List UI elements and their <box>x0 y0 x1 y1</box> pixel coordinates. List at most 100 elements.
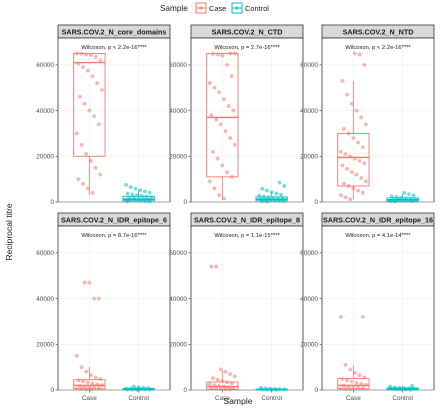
data-point <box>81 181 85 186</box>
panel-background <box>321 225 435 391</box>
data-point <box>84 387 89 392</box>
data-point <box>79 365 84 370</box>
data-point <box>87 108 92 113</box>
data-point <box>345 166 349 171</box>
panel-2: SARS.COV.2_N_CTD 0 20000 40000 60000 Wilcoxon… <box>169 24 304 206</box>
data-point <box>346 184 351 188</box>
data-point <box>139 193 144 198</box>
data-point <box>143 199 147 203</box>
y-tick-label: 40000 <box>169 296 187 303</box>
data-point <box>147 387 152 392</box>
y-tick-label: 60000 <box>300 62 318 69</box>
data-point <box>411 193 416 198</box>
data-point <box>130 192 135 197</box>
data-point <box>356 188 360 193</box>
x-tick-label: Case <box>215 395 230 402</box>
wilcoxon-annotation: Wilcoxon, p < 2.2e-16**** <box>81 45 147 51</box>
data-point <box>214 264 218 269</box>
data-point <box>265 188 269 193</box>
data-point <box>345 92 349 97</box>
data-point <box>351 186 356 191</box>
data-point <box>82 384 87 389</box>
x-axis-title: Sample <box>223 396 252 406</box>
data-point <box>349 170 354 175</box>
data-point <box>346 384 351 389</box>
data-point <box>74 131 79 136</box>
y-tick-label: 60000 <box>300 250 318 257</box>
data-point <box>233 142 237 147</box>
data-point <box>212 383 217 388</box>
data-point <box>93 375 98 380</box>
legend-key-control-dot <box>235 6 239 10</box>
points-case <box>74 51 104 195</box>
legend-label-control: Control <box>245 4 269 13</box>
data-point <box>343 152 348 156</box>
data-point <box>135 193 139 198</box>
data-point <box>277 180 282 185</box>
data-point <box>90 190 95 195</box>
data-point <box>215 156 220 161</box>
data-point <box>84 369 89 374</box>
y-tick-label: 40000 <box>36 296 54 303</box>
data-point <box>362 161 367 166</box>
data-point <box>143 189 147 194</box>
data-point <box>92 114 96 119</box>
data-point <box>125 191 130 196</box>
data-point <box>408 387 413 392</box>
data-point <box>354 172 359 177</box>
panel-4: SARS.COV.2_N_IDR_epitope_6 0 20000 40000 600… <box>36 212 171 402</box>
data-point <box>90 74 95 79</box>
points-control <box>388 190 418 204</box>
wilcoxon-annotation: Wilcoxon, p = 8.7e-16**** <box>81 233 147 239</box>
data-point <box>74 353 79 358</box>
data-point <box>338 193 343 198</box>
data-point <box>78 383 82 388</box>
data-point <box>348 154 353 159</box>
y-tick-label: 20000 <box>169 341 187 348</box>
data-point <box>396 198 400 202</box>
y-tick-label: 20000 <box>169 153 187 160</box>
data-point <box>84 152 89 156</box>
data-point <box>282 199 287 203</box>
legend: Sample Case Control <box>160 2 269 14</box>
data-point <box>93 54 98 59</box>
data-point <box>231 385 236 390</box>
data-point <box>340 377 345 381</box>
data-point <box>218 387 223 391</box>
y-tick-label: 0 <box>314 387 318 394</box>
data-point <box>222 384 226 389</box>
data-point <box>338 386 343 391</box>
data-point <box>76 61 81 66</box>
y-tick-label: 20000 <box>300 153 318 160</box>
data-point <box>89 373 93 378</box>
y-tick-label: 0 <box>183 387 187 394</box>
data-point <box>125 387 130 392</box>
data-point <box>89 387 93 392</box>
data-point <box>76 378 81 383</box>
data-point <box>220 163 225 168</box>
panel-title: SARS.COV.2_N_IDR_epitope_6 <box>61 216 167 225</box>
panel-title: SARS.COV.2_N_IDR_epitope_8 <box>194 216 300 225</box>
data-point <box>343 195 348 200</box>
y-axis-title: Reciprocal titre <box>4 203 14 261</box>
data-point <box>217 193 222 198</box>
data-point <box>392 199 397 204</box>
data-point <box>211 376 215 381</box>
data-point <box>349 379 354 384</box>
data-point <box>277 387 282 392</box>
legend-label-case: Case <box>209 4 226 13</box>
data-point <box>228 387 233 392</box>
data-point <box>96 122 101 127</box>
data-point <box>388 199 392 204</box>
data-point <box>133 198 138 203</box>
data-point <box>351 136 356 140</box>
data-point <box>92 296 96 301</box>
data-point <box>357 52 362 57</box>
data-point <box>96 296 101 301</box>
data-point <box>98 172 103 177</box>
wilcoxon-annotation: Wilcoxon, p = 4.1e-14**** <box>345 233 411 239</box>
data-point <box>340 163 345 168</box>
data-point <box>364 382 368 387</box>
data-point <box>359 381 364 386</box>
data-point <box>362 375 367 380</box>
